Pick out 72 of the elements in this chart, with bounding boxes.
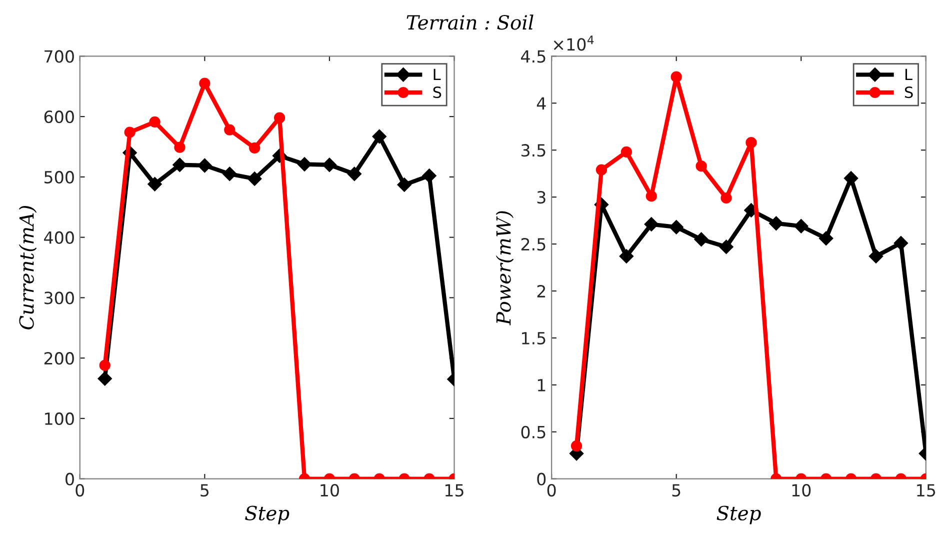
point <box>644 217 658 232</box>
legend-label: S <box>904 86 913 98</box>
point <box>696 160 707 172</box>
point <box>297 157 312 172</box>
point <box>174 142 186 153</box>
point <box>694 232 708 246</box>
x-tick-label: 0 <box>547 484 556 497</box>
point <box>322 158 337 172</box>
point <box>397 178 412 192</box>
point <box>720 192 732 204</box>
point <box>224 124 236 136</box>
y-tick-label: 200 <box>44 352 74 365</box>
point <box>819 231 834 246</box>
point <box>249 142 260 154</box>
y-tick-label: 2.5 <box>521 238 546 251</box>
x-tick-label: 5 <box>200 484 209 497</box>
x-tick-label: 5 <box>672 484 680 497</box>
point <box>620 146 632 158</box>
y-tick-label: 1.5 <box>522 332 546 345</box>
y-axis-title: Current(mA) <box>18 206 37 330</box>
x-tick-label: 0 <box>76 484 84 497</box>
point <box>868 249 884 264</box>
point <box>746 137 757 148</box>
point <box>769 216 784 230</box>
chart-title: Terrain : Soil <box>406 14 534 30</box>
point <box>124 126 136 138</box>
point <box>422 168 436 183</box>
point <box>274 112 286 124</box>
x-tick-label: 15 <box>445 484 464 497</box>
legend-label: S <box>433 86 442 98</box>
y-tick-label: 0 <box>537 472 546 486</box>
y-tick-label: 500 <box>44 170 74 184</box>
point <box>347 166 362 181</box>
point <box>844 171 858 186</box>
point <box>646 190 657 202</box>
point <box>794 219 808 234</box>
x-tick-label: 15 <box>917 484 936 497</box>
y-tick-label: 400 <box>44 231 74 244</box>
y-tick-label: 100 <box>45 412 74 426</box>
point <box>222 166 237 181</box>
y-tick-label: 3 <box>537 191 546 204</box>
point <box>372 129 386 144</box>
point <box>149 116 160 128</box>
legend-label: L <box>905 68 912 80</box>
y-tick-label: 300 <box>44 292 74 304</box>
y-tick-label: 4.5 <box>521 50 546 63</box>
y-tick-label: 0.5 <box>521 426 546 438</box>
point <box>596 164 608 176</box>
point <box>894 236 908 250</box>
x-axis-title: Step <box>245 506 290 524</box>
x-tick-label: 10 <box>320 484 339 497</box>
point <box>669 220 684 234</box>
x-tick-label: 10 <box>792 484 811 497</box>
point <box>619 249 634 264</box>
text: ×10$^{4}$ <box>554 36 594 51</box>
y-tick-label: 1 <box>538 379 546 392</box>
y-tick-label: 0 <box>66 472 74 486</box>
point <box>670 71 682 82</box>
y-tick-label: 600 <box>44 110 74 124</box>
point <box>248 172 262 186</box>
y-tick-label: 2 <box>537 284 546 298</box>
y-tick-label: 4 <box>536 97 546 110</box>
point <box>198 158 212 173</box>
point <box>172 158 187 172</box>
point <box>199 78 210 89</box>
legend-label: L <box>434 68 441 80</box>
y-tick-label: 3.5 <box>521 144 546 157</box>
x-axis-title: Step <box>716 506 761 524</box>
point <box>148 177 162 192</box>
y-tick-label: 700 <box>44 50 74 63</box>
y-axis-title: Power(mW) <box>496 211 514 326</box>
point <box>719 240 734 254</box>
